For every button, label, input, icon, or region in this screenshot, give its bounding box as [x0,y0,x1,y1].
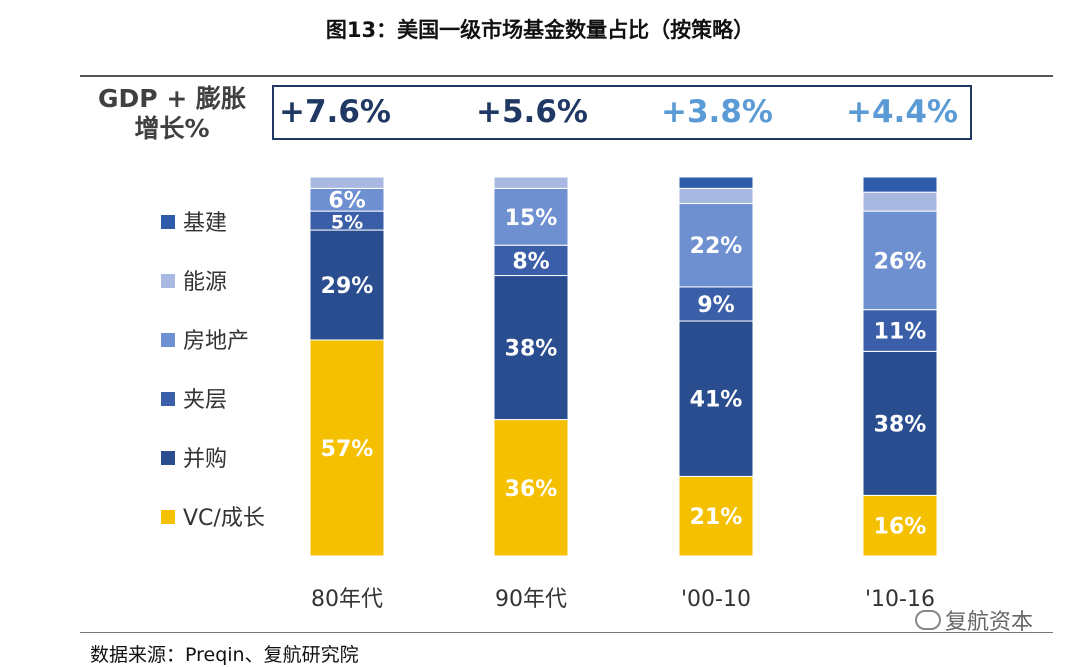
data-label: 6% [328,189,365,214]
legend-label: VC/成长 [183,506,265,531]
legend-label: 并购 [183,447,227,472]
legend-label: 房地产 [183,329,249,354]
x-tick-label: 90年代 [495,587,567,612]
legend-swatch [161,451,175,465]
legend-swatch [161,274,175,288]
legend-swatch [161,215,175,229]
x-tick-label: '00-10 [681,587,751,612]
bar-segment [493,244,569,277]
bar-segment [862,494,938,557]
chart-title: 图13：美国一级市场基金数量占比（按策略） [325,18,755,42]
gdp-value-80s: +7.6% [279,94,391,130]
bar-segment [678,286,754,322]
x-tick-label: 80年代 [311,587,383,612]
gdp-value-10-16: +4.4% [846,94,958,130]
bar-segment [862,191,938,212]
data-label: 38% [874,412,927,437]
data-label: 8% [512,249,549,274]
data-label: 9% [697,293,734,318]
data-label: 16% [874,515,927,540]
wechat-icon [915,610,941,630]
data-label: 41% [690,388,743,413]
data-label: 5% [331,212,363,234]
bar-segment [493,419,569,557]
top-rule [80,75,1053,77]
bar-segment [862,309,938,352]
data-label: 21% [690,505,743,530]
data-label: 26% [874,249,927,274]
bar-segment [678,475,754,557]
data-label: 36% [505,477,558,502]
bar-segment [862,350,938,496]
bar-segment [678,187,754,205]
watermark-text: 复航资本 [945,610,1034,635]
source-note: 数据来源：Preqin、复航研究院 [90,644,359,666]
bar-segment [862,176,938,193]
bar-segment [678,176,754,189]
gdp-label-line2: 增长% [134,114,210,143]
data-label: 38% [505,337,558,362]
gdp-value-90s: +5.6% [476,94,588,130]
bar-segment [309,339,385,557]
legend-label: 能源 [183,270,227,295]
x-tick-label: '10-16 [865,587,935,612]
bottom-rule [80,632,1053,633]
bar-segment [309,229,385,341]
legend-swatch [161,333,175,347]
bar-segment [862,210,938,311]
legend-swatch [161,392,175,406]
gdp-label-line1: GDP + 膨胀 [98,84,246,113]
data-label: 22% [690,234,743,259]
bar-segment [678,320,754,477]
legend-label: 基建 [183,211,227,236]
legend-label: 夹层 [183,388,227,413]
bar-segment [493,187,569,246]
data-label: 57% [321,437,374,462]
bar-segment [309,176,385,189]
data-label: 11% [874,319,927,344]
data-label: 15% [505,206,558,231]
legend-swatch [161,510,175,524]
gdp-label: GDP + 膨胀 增长% [82,84,262,144]
gdp-box [272,85,972,140]
data-label: 29% [321,274,374,299]
bar-segment [493,176,569,189]
watermark: 复航资本 [915,604,1033,636]
bar-segment [493,275,569,421]
bar-segment [678,203,754,288]
gdp-value-00-10: +3.8% [661,94,773,130]
